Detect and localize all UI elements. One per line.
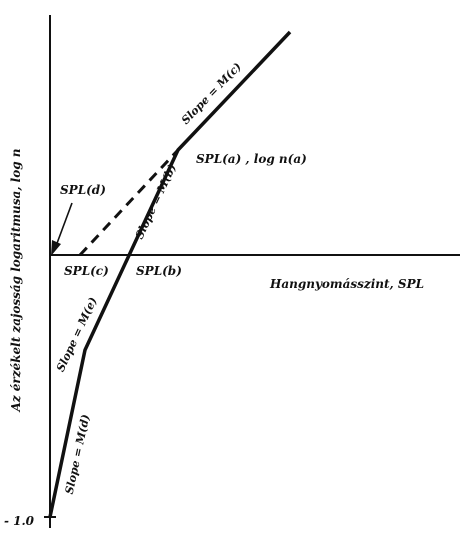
spl-d-arrow-shaft xyxy=(55,202,73,247)
spl-d-label: SPL(d) xyxy=(60,183,106,197)
y-tick-label: - 1.0 xyxy=(4,514,35,528)
dashed-extension-line xyxy=(78,148,180,257)
spl-c-label: SPL(c) xyxy=(64,264,109,278)
spl-b-label: SPL(b) xyxy=(136,264,182,278)
spl-d-arrow-head xyxy=(51,240,61,256)
y-axis-label: Az érzékelt zajosság logaritmusa, log n xyxy=(9,148,23,412)
slope-d-label: Slope = M(d) xyxy=(63,413,93,495)
loudness-curve xyxy=(48,30,292,518)
spl-a-label: SPL(a) , log n(a) xyxy=(196,152,307,166)
x-axis-label: Hangnyomásszint, SPL xyxy=(269,277,424,291)
